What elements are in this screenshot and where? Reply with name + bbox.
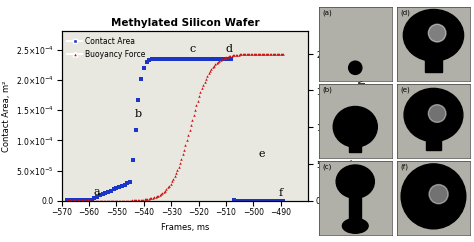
- Text: b: b: [135, 109, 142, 119]
- Text: (d): (d): [401, 9, 410, 16]
- Bar: [349, 188, 361, 229]
- Title: Methylated Silicon Wafer: Methylated Silicon Wafer: [110, 18, 259, 28]
- Ellipse shape: [333, 106, 377, 147]
- Circle shape: [429, 185, 448, 204]
- Legend: Contact Area, Buoyancy Force: Contact Area, Buoyancy Force: [65, 35, 146, 60]
- Circle shape: [401, 164, 466, 229]
- Text: (e): (e): [401, 86, 410, 93]
- Y-axis label: Buoyancy Force, N: Buoyancy Force, N: [359, 77, 368, 156]
- Text: (f): (f): [401, 163, 409, 170]
- Text: a: a: [94, 187, 100, 197]
- Bar: [426, 134, 441, 150]
- Circle shape: [349, 61, 362, 75]
- Text: d: d: [225, 45, 232, 54]
- Text: c: c: [190, 45, 196, 54]
- Ellipse shape: [342, 219, 368, 233]
- Text: f: f: [279, 188, 283, 198]
- Text: (b): (b): [322, 86, 332, 93]
- Bar: [425, 54, 442, 72]
- Text: (c): (c): [322, 163, 332, 170]
- X-axis label: Frames, ms: Frames, ms: [161, 223, 209, 232]
- Y-axis label: Contact Area, m²: Contact Area, m²: [1, 81, 10, 152]
- Ellipse shape: [403, 9, 464, 61]
- Ellipse shape: [336, 165, 374, 198]
- Circle shape: [428, 24, 446, 42]
- Ellipse shape: [404, 88, 463, 142]
- Circle shape: [428, 105, 446, 122]
- Bar: [349, 137, 361, 152]
- Text: (a): (a): [322, 9, 332, 16]
- Text: e: e: [258, 149, 265, 159]
